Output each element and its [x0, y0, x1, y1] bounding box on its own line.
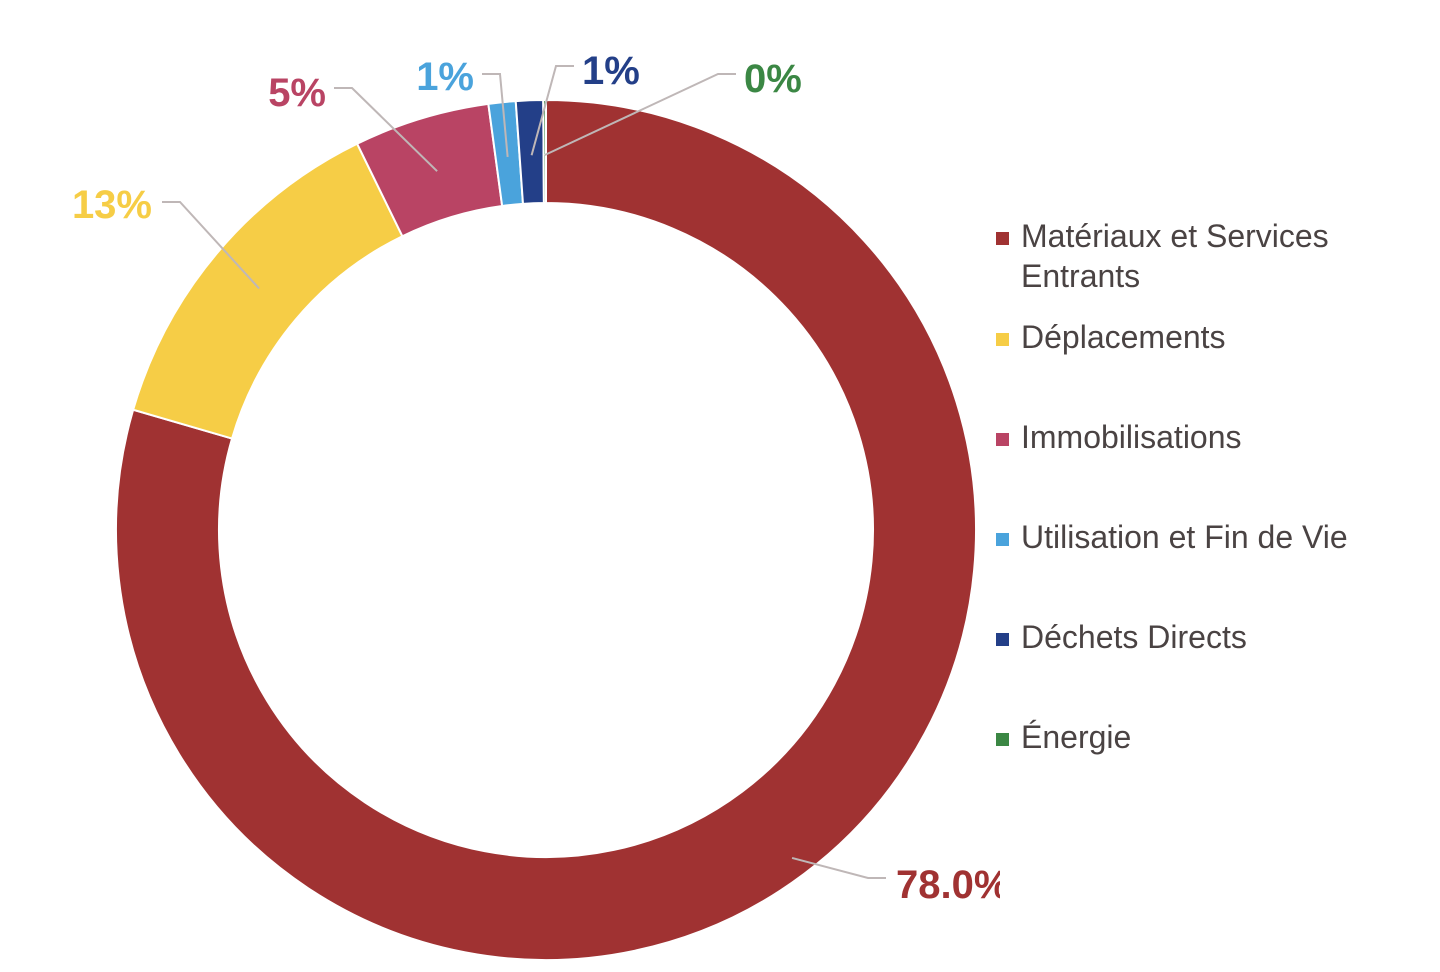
- data-label-deplacements: 13%: [72, 183, 152, 227]
- legend-label-materiaux: Matériaux et Services Entrants: [1021, 218, 1329, 294]
- legend-swatch-dechets: [996, 633, 1009, 646]
- data-label-energie: 0%: [744, 57, 802, 101]
- legend-item-immobilisations: Immobilisations: [996, 417, 1436, 517]
- legend-item-energie: Énergie: [996, 717, 1436, 817]
- chart-legend: Matériaux et Services Entrants Déplaceme…: [996, 216, 1436, 817]
- legend-item-deplacements: Déplacements: [996, 317, 1436, 417]
- leader-line-immobilisations: [334, 87, 438, 172]
- legend-item-materiaux: Matériaux et Services Entrants: [996, 216, 1436, 317]
- leader-line-dechets: [530, 65, 574, 156]
- donut-chart-plot: 78.0% 13% 5% 1% 1% 0%: [72, 49, 1000, 961]
- legend-label-immobilisations: Immobilisations: [1021, 419, 1242, 455]
- legend-item-utilisation: Utilisation et Fin de Vie: [996, 517, 1436, 617]
- leader-line-deplacements: [162, 201, 260, 290]
- legend-swatch-deplacements: [996, 333, 1009, 346]
- leader-line-materiaux: [791, 856, 886, 879]
- legend-item-dechets: Déchets Directs: [996, 617, 1436, 717]
- leader-line-energie: [544, 73, 736, 156]
- legend-label-energie: Énergie: [1021, 719, 1132, 755]
- legend-label-deplacements: Déplacements: [1021, 319, 1226, 355]
- legend-label-utilisation: Utilisation et Fin de Vie: [1021, 519, 1348, 555]
- legend-swatch-materiaux: [996, 232, 1009, 245]
- legend-swatch-energie: [996, 733, 1009, 746]
- slices-layer: [115, 98, 977, 961]
- data-labels-layer: 78.0% 13% 5% 1% 1% 0%: [72, 49, 1000, 907]
- leader-line-utilisation: [482, 73, 509, 158]
- slice-deplacements: [131, 142, 404, 440]
- leader-lines-layer: [162, 65, 886, 879]
- legend-label-dechets: Déchets Directs: [1021, 619, 1247, 655]
- data-label-immobilisations: 5%: [268, 71, 326, 115]
- legend-swatch-utilisation: [996, 533, 1009, 546]
- slice-materiaux: [115, 98, 977, 961]
- data-label-utilisation: 1%: [416, 55, 474, 99]
- slice-energie: [542, 98, 547, 205]
- legend-swatch-immobilisations: [996, 433, 1009, 446]
- data-label-materiaux: 78.0%: [896, 863, 1000, 907]
- data-label-dechets: 1%: [582, 49, 640, 93]
